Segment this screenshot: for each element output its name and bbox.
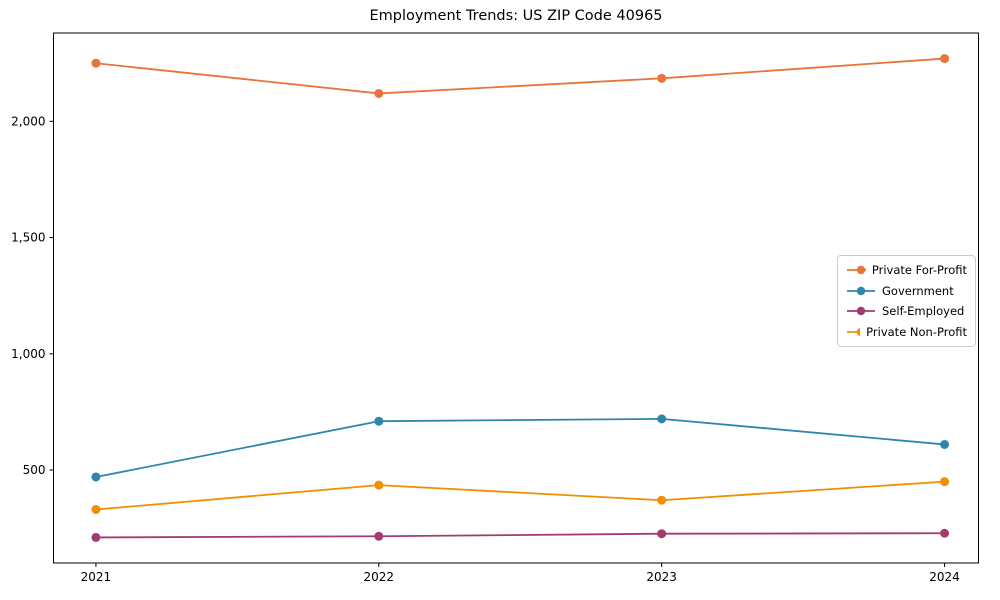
data-point-private-for-profit [657, 73, 667, 83]
legend-marker-private-for-profit [847, 266, 866, 275]
legend-label-self-employed: Self-Employed [882, 304, 965, 319]
x-tick-label: 2021 [81, 570, 112, 584]
x-tick-label: 2023 [646, 570, 677, 584]
legend-marker-private-non-profit [847, 327, 861, 336]
legend-marker-government [847, 286, 875, 295]
data-point-government [91, 472, 101, 482]
legend: Private For-Profit Government Self-Employe… [837, 255, 976, 347]
legend-marker-self-employed [847, 307, 875, 316]
data-point-private-for-profit [374, 88, 384, 98]
data-point-private-non-profit [657, 495, 667, 505]
legend-item-self-employed: Self-Employed [846, 301, 967, 321]
x-tick-label: 2022 [364, 570, 395, 584]
series-line-private-for-profit [95, 57, 945, 95]
axes-frame [53, 32, 979, 564]
series-line-private-non-profit [95, 480, 945, 511]
data-point-self-employed [657, 529, 667, 539]
data-point-government [940, 439, 950, 449]
y-tick-label: 1,500 [11, 231, 45, 245]
data-point-self-employed [374, 531, 384, 541]
series-line-government [95, 417, 945, 478]
x-tick-label: 2024 [929, 570, 960, 584]
data-point-self-employed [91, 532, 101, 542]
data-point-private-non-profit [940, 477, 950, 487]
data-point-private-for-profit [940, 54, 950, 64]
data-point-private-for-profit [91, 58, 101, 68]
chart-title: Employment Trends: US ZIP Code 40965 [369, 8, 663, 24]
y-tick-label: 500 [23, 463, 46, 477]
y-tick-label: 1,000 [11, 347, 45, 361]
series-line-self-employed [95, 532, 945, 539]
legend-item-government: Government [846, 281, 967, 301]
data-point-government [657, 414, 667, 424]
legend-label-private-non-profit: Private Non-Profit [866, 324, 967, 339]
data-point-government [374, 416, 384, 426]
legend-item-private-non-profit: Private Non-Profit [846, 322, 967, 342]
legend-label-government: Government [882, 283, 954, 298]
data-point-private-non-profit [374, 480, 384, 490]
legend-item-private-for-profit: Private For-Profit [846, 260, 967, 280]
legend-label-private-for-profit: Private For-Profit [871, 263, 967, 278]
y-tick-label: 2,000 [11, 114, 45, 128]
data-point-self-employed [940, 528, 950, 538]
data-point-private-non-profit [91, 505, 101, 515]
